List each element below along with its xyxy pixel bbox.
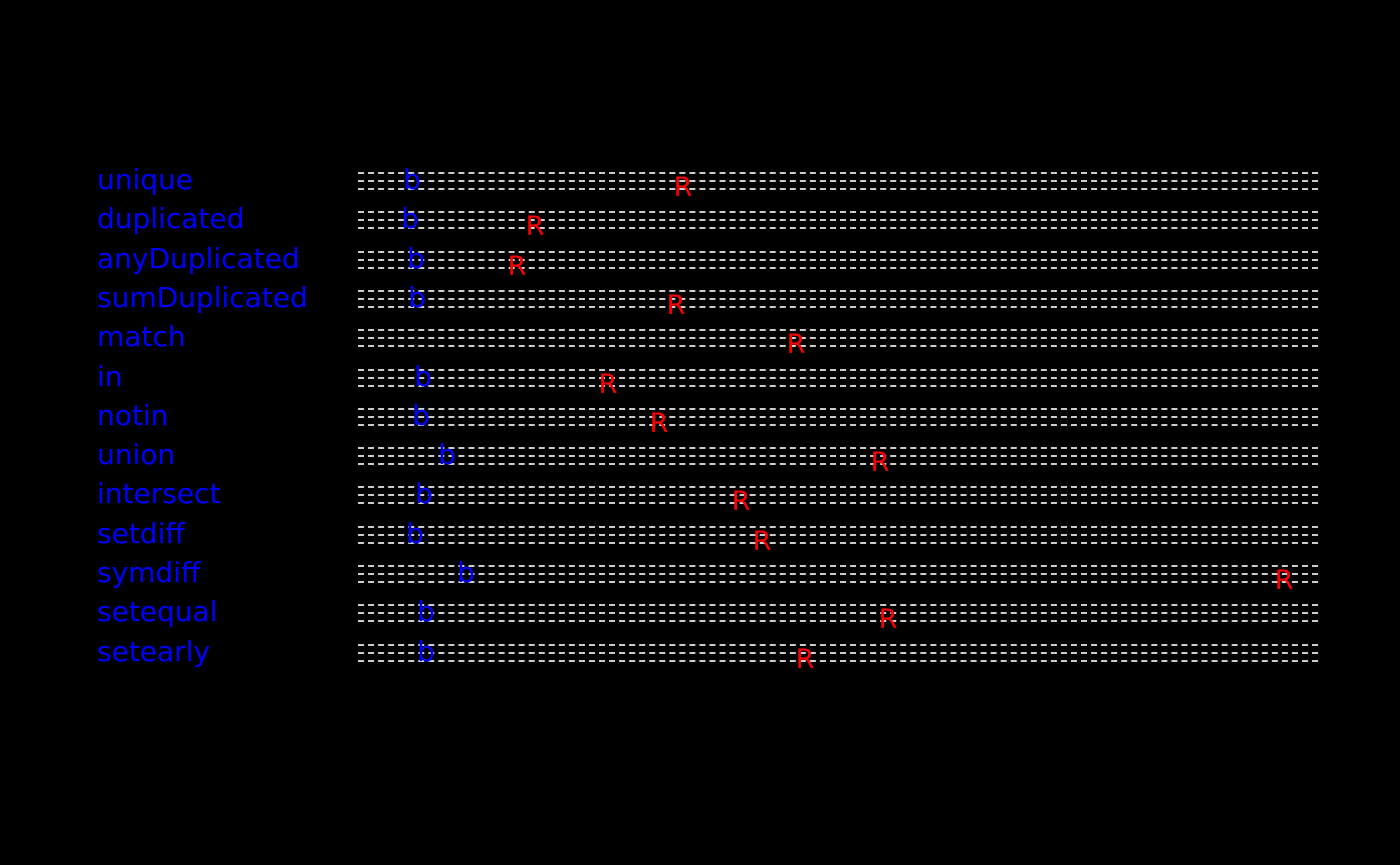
chart-row: setequal b R — [0, 596, 1400, 652]
r-marker: R — [786, 329, 806, 361]
dotted-gridline — [358, 502, 1318, 505]
r-marker: R — [649, 407, 669, 439]
row-label: union — [97, 438, 176, 472]
dotted-gridline — [358, 329, 1318, 332]
chart-row: intersect b R — [0, 478, 1400, 534]
row-label: unique — [97, 163, 194, 196]
b-marker: b — [406, 516, 424, 550]
chart-row: setdiff b R — [0, 517, 1400, 574]
b-marker: b — [457, 556, 475, 589]
r-marker: R — [870, 447, 890, 479]
chart-row: symdiff b R — [0, 557, 1400, 613]
b-marker: b — [414, 359, 432, 393]
row-label: duplicated — [97, 202, 245, 236]
chart-row: notin b R — [0, 399, 1400, 456]
dotted-gridline — [358, 447, 1318, 450]
r-marker: R — [598, 368, 618, 400]
dotted-gridline — [358, 376, 1318, 379]
dotted-gridline — [358, 219, 1318, 222]
r-marker: R — [752, 525, 772, 557]
chart-row: unique b R — [0, 164, 1400, 220]
dotted-gridline — [358, 533, 1318, 536]
chart-row: union b R — [0, 439, 1400, 495]
dotted-gridline — [358, 384, 1318, 387]
dotted-gridline — [358, 423, 1318, 426]
dotted-gridline — [358, 407, 1318, 410]
row-label: symdiff — [97, 556, 201, 589]
dotted-gridline — [358, 172, 1318, 174]
b-marker: b — [417, 595, 435, 629]
r-marker: R — [795, 643, 815, 675]
dotted-gridline — [358, 266, 1318, 269]
b-marker: b — [401, 202, 419, 236]
r-marker: R — [731, 486, 751, 518]
b-marker: b — [415, 477, 433, 511]
b-marker: b — [403, 163, 421, 196]
chart-row: setearly b R — [0, 635, 1400, 692]
row-label: anyDuplicated — [97, 241, 300, 275]
r-marker: R — [525, 211, 545, 243]
dotted-gridline — [358, 258, 1318, 261]
dotted-gridline — [358, 604, 1318, 607]
chart-row: anyDuplicated b R — [0, 242, 1400, 299]
dotted-gridline — [358, 486, 1318, 489]
dotted-gridline — [358, 188, 1318, 190]
dotted-gridline — [358, 573, 1318, 575]
dotted-gridline — [358, 525, 1318, 528]
dotted-gridline — [358, 651, 1318, 654]
row-label: in — [97, 359, 123, 393]
dotted-gridline — [358, 415, 1318, 418]
chart-row: sumDuplicated b R — [0, 281, 1400, 338]
dotted-gridline — [358, 659, 1318, 662]
dotted-gridline — [358, 337, 1318, 340]
row-label: setearly — [97, 634, 211, 668]
row-label: intersect — [97, 477, 221, 511]
dotted-gridline — [358, 463, 1318, 466]
dotted-gridline — [358, 289, 1318, 292]
dotted-gridline — [358, 250, 1318, 253]
dotted-gridline — [358, 455, 1318, 458]
dotted-gridline — [358, 345, 1318, 348]
r-marker: R — [666, 289, 686, 321]
chart-row: match R — [0, 321, 1400, 377]
dotted-gridline — [358, 541, 1318, 544]
row-label: setdiff — [97, 516, 185, 550]
chart-row: in b R — [0, 360, 1400, 417]
row-label: sumDuplicated — [97, 280, 308, 314]
row-label: setequal — [97, 595, 218, 629]
r-marker: R — [1274, 565, 1294, 596]
r-marker: R — [673, 172, 693, 203]
dotted-gridline — [358, 180, 1318, 182]
dotted-gridline — [358, 620, 1318, 623]
dotted-gridline — [358, 581, 1318, 583]
dotted-gridline — [358, 368, 1318, 371]
dotted-gridline — [358, 211, 1318, 214]
dotted-gridline — [358, 494, 1318, 497]
b-marker: b — [417, 634, 435, 668]
b-marker: b — [408, 280, 426, 314]
dotted-gridline — [358, 643, 1318, 646]
dotted-gridline — [358, 227, 1318, 230]
b-marker: b — [407, 241, 425, 275]
chart-row: duplicated b R — [0, 203, 1400, 259]
row-label: notin — [97, 398, 169, 432]
r-marker: R — [878, 604, 898, 636]
r-marker: R — [507, 250, 527, 282]
row-label: match — [97, 320, 186, 354]
dotted-gridline — [358, 565, 1318, 567]
dotted-gridline — [358, 305, 1318, 308]
dotted-gridline — [358, 612, 1318, 615]
dotted-gridline — [358, 297, 1318, 300]
b-marker: b — [412, 398, 430, 432]
b-marker: b — [438, 438, 456, 472]
